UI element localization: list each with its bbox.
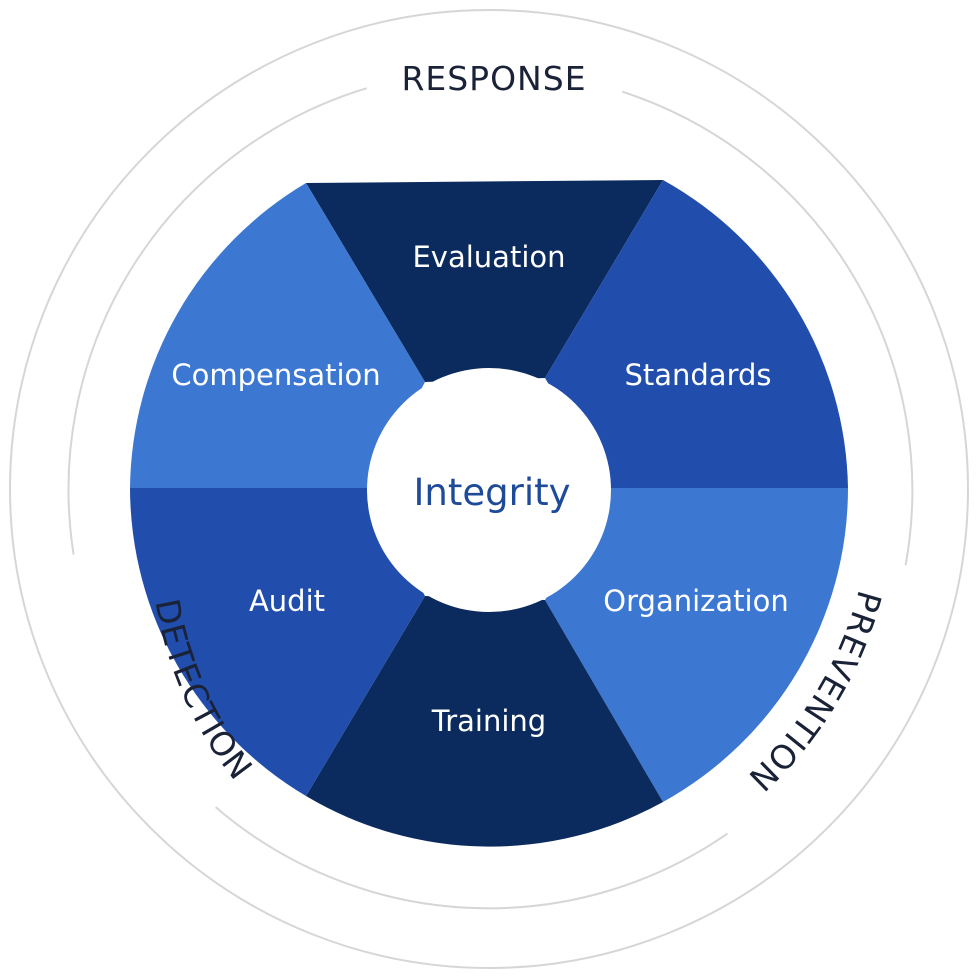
segment-label-training: Training bbox=[431, 704, 546, 738]
segment-evaluation bbox=[306, 180, 663, 382]
center-circle bbox=[367, 368, 611, 612]
segment-label-organization: Organization bbox=[603, 584, 788, 618]
segment-label-evaluation: Evaluation bbox=[412, 240, 565, 274]
ring-label-response: RESPONSE bbox=[401, 59, 586, 98]
outer-rings bbox=[9, 9, 969, 969]
segment-label-compensation: Compensation bbox=[171, 358, 380, 392]
segment-standards bbox=[545, 180, 848, 488]
inner-ring-top-right bbox=[621, 90, 914, 566]
segment-audit bbox=[130, 488, 425, 796]
segment-organization bbox=[545, 488, 848, 802]
segment-label-standards: Standards bbox=[624, 358, 771, 392]
segment-labels: Evaluation Standards Organization Traini… bbox=[171, 240, 788, 738]
segment-training bbox=[306, 596, 663, 847]
outer-ring bbox=[9, 9, 969, 969]
center-label: Integrity bbox=[413, 471, 570, 514]
segments bbox=[130, 180, 848, 847]
inner-ring-top-left bbox=[67, 87, 368, 555]
inner-ring-bottom bbox=[214, 806, 729, 910]
segment-label-audit: Audit bbox=[249, 584, 325, 618]
segment-compensation bbox=[130, 183, 425, 488]
